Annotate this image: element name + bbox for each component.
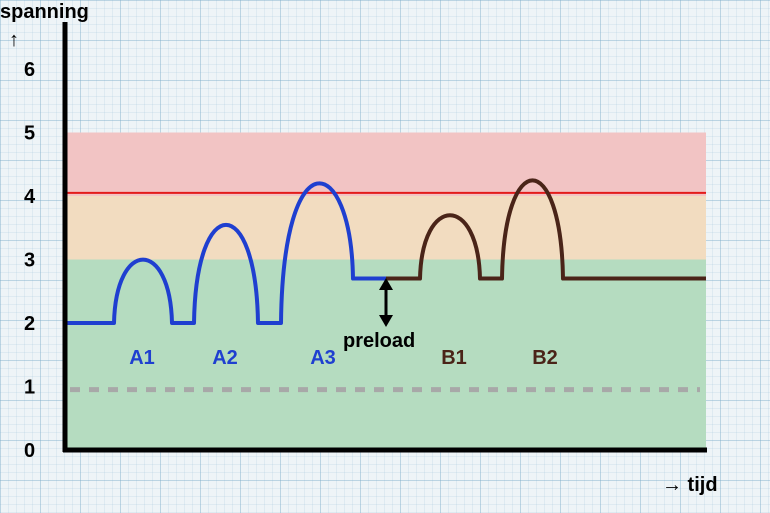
y-tick-label-4: 4 [24,186,36,208]
y-tick-label-0: 0 [24,440,35,462]
preload-arrow-head-down [379,315,393,327]
bump-labels: A1 A2 A3 B1 B2 [129,347,558,369]
bump-label-a1: A1 [129,347,155,369]
voltage-curves [67,178,706,325]
bump-label-a2: A2 [212,347,238,369]
y-tick-label-6: 6 [24,59,35,81]
reference-lines [67,191,706,393]
y-tick-label-2: 2 [24,313,35,335]
bump-label-b1: B1 [441,347,467,369]
orange-zone [67,196,706,260]
preload-annotation: preload [343,278,415,352]
bump-label-b2: B2 [532,347,558,369]
preload-arrow-head-up [379,278,393,290]
y-tick-label-1: 1 [24,377,35,399]
series-b-curve [386,178,706,281]
y-tick-label-3: 3 [24,250,35,272]
y-tick-labels: 0 1 2 3 4 5 6 [24,59,36,462]
y-axis-arrow: ↑ [9,29,19,51]
x-axis-label: → tijd [662,474,718,496]
y-tick-label-5: 5 [24,123,35,145]
axes [62,22,707,453]
series-a-curve [67,181,386,325]
red-zone [67,132,706,196]
bump-label-a3: A3 [310,347,336,369]
preload-label: preload [343,330,415,352]
y-axis-label: spanning [0,1,89,23]
